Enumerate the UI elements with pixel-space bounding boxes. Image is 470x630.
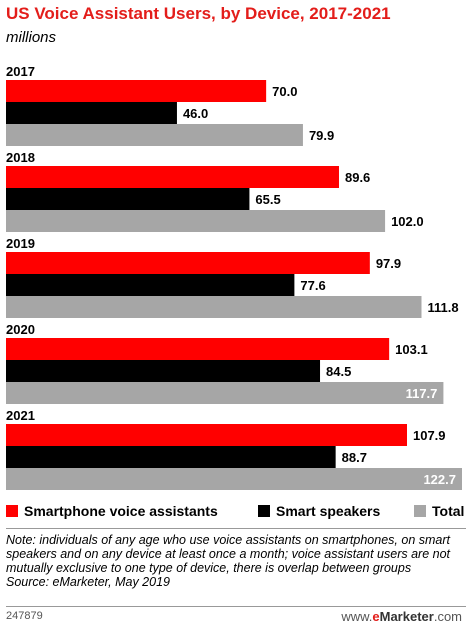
bar-smart-speakers-2020 <box>6 360 321 382</box>
legend-item-smart-speakers: Smart speakers <box>258 503 380 519</box>
value-label-total-2018: 102.0 <box>391 214 424 229</box>
bar-smartphone-2021 <box>6 424 407 446</box>
value-label-smartphone-2021: 107.9 <box>413 428 446 443</box>
note-text: Note: individuals of any age who use voi… <box>6 533 451 575</box>
chart-id: 247879 <box>6 610 43 622</box>
value-label-total-2020: 117.7 <box>406 386 438 401</box>
bar-smart-speakers-2021 <box>6 446 336 468</box>
bar-smart-speakers-2018 <box>6 188 250 210</box>
bar-total-2021 <box>6 468 462 490</box>
value-label-smart-speakers-2019: 77.6 <box>300 278 325 293</box>
bar-smartphone-2019 <box>6 252 370 274</box>
bar-smartphone-2020 <box>6 338 390 360</box>
bar-smartphone-2018 <box>6 166 339 188</box>
value-label-smart-speakers-2020: 84.5 <box>326 364 351 379</box>
legend-item-smartphone: Smartphone voice assistants <box>6 503 218 519</box>
chart-title: US Voice Assistant Users, by Device, 201… <box>6 4 391 23</box>
value-label-smart-speakers-2017: 46.0 <box>183 106 208 121</box>
footer-divider <box>6 606 466 607</box>
source-text: Source: eMarketer, May 2019 <box>6 575 170 589</box>
legend-swatch-smartphone <box>6 505 18 517</box>
chart-subtitle: millions <box>6 29 57 46</box>
chart-legend: Smartphone voice assistants Smart speake… <box>6 503 466 523</box>
legend-label-smartphone: Smartphone voice assistants <box>24 503 218 519</box>
bar-total-2017 <box>6 124 303 146</box>
value-label-smartphone-2017: 70.0 <box>272 84 297 99</box>
category-label-2017: 2017 <box>6 64 35 79</box>
legend-label-total: Total <box>432 503 465 519</box>
legend-item-total: Total <box>414 503 464 519</box>
value-label-total-2021: 122.7 <box>423 472 456 487</box>
value-label-total-2017: 79.9 <box>309 128 334 143</box>
bar-total-2020 <box>6 382 444 404</box>
bar-total-2018 <box>6 210 386 232</box>
category-label-2018: 2018 <box>6 150 35 165</box>
divider <box>6 528 466 529</box>
emarketer-logo: www.eMarketer.com <box>341 609 462 624</box>
value-label-smartphone-2018: 89.6 <box>345 170 370 185</box>
value-label-smart-speakers-2021: 88.7 <box>342 450 367 465</box>
value-label-smart-speakers-2018: 65.5 <box>255 192 280 207</box>
category-label-2021: 2021 <box>6 408 35 423</box>
bar-smart-speakers-2019 <box>6 274 295 296</box>
bar-total-2019 <box>6 296 422 318</box>
category-label-2019: 2019 <box>6 236 35 251</box>
bar-chart: 2017 70.0 46.0 79.9 2018 89.6 65.5 102.0 2019 97.… <box>6 64 462 490</box>
legend-swatch-total <box>414 505 426 517</box>
chart-note: Note: individuals of any age who use voi… <box>6 533 466 589</box>
value-label-total-2019: 111.8 <box>427 300 458 315</box>
value-label-smartphone-2020: 103.1 <box>395 342 428 357</box>
legend-swatch-smart-speakers <box>258 505 270 517</box>
value-label-smartphone-2019: 97.9 <box>376 256 401 271</box>
legend-label-smart-speakers: Smart speakers <box>276 503 381 519</box>
bar-smart-speakers-2017 <box>6 102 177 124</box>
category-label-2020: 2020 <box>6 322 35 337</box>
bar-smartphone-2017 <box>6 80 267 102</box>
